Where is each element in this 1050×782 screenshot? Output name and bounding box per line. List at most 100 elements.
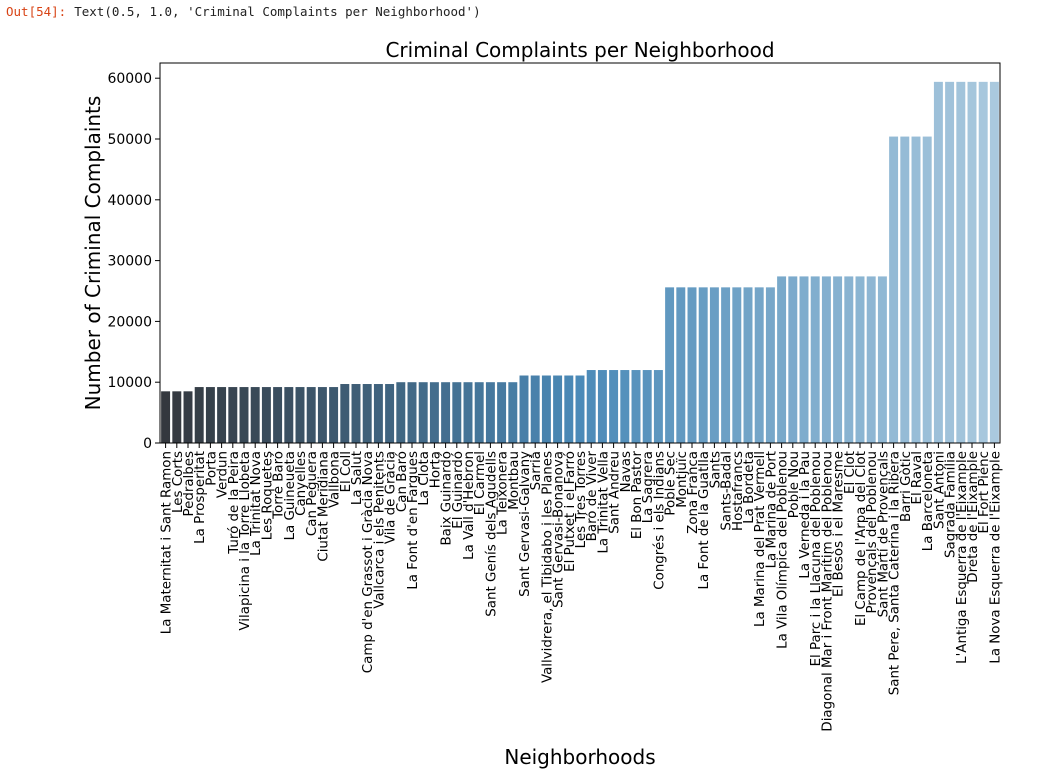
bar bbox=[284, 387, 294, 443]
x-tick-label: El Carmel bbox=[473, 451, 488, 515]
x-tick-label: La Maternitat i Sant Ramon bbox=[160, 451, 175, 634]
x-tick-label: Congrés i els Indians bbox=[651, 451, 667, 590]
x-tick-label: El Clot bbox=[843, 451, 858, 494]
x-tick-label: La Prosperitat bbox=[193, 451, 208, 544]
x-tick-label: Can Baró bbox=[394, 451, 410, 512]
bar bbox=[418, 382, 428, 443]
x-tick-label: Baix Guinardó bbox=[439, 451, 455, 546]
bar bbox=[687, 287, 697, 443]
x-tick-label: Les Roquetes bbox=[260, 451, 275, 540]
x-tick-label: Vallbona bbox=[328, 451, 343, 508]
x-tick-label: El Coll bbox=[339, 451, 354, 492]
bar bbox=[642, 370, 652, 443]
bar bbox=[765, 287, 775, 443]
bar bbox=[676, 287, 686, 443]
output-line: Out[54]: Text(0.5, 1.0, 'Criminal Complai… bbox=[6, 4, 481, 19]
x-tick-label: Sagrada Família bbox=[943, 451, 959, 558]
bar bbox=[631, 370, 641, 443]
x-tick-label: Sant Gervasi-Galvany bbox=[518, 451, 533, 597]
bar bbox=[609, 370, 619, 443]
x-tick-label: Torre Baró bbox=[271, 451, 287, 520]
bar bbox=[306, 387, 316, 443]
bar bbox=[709, 287, 719, 443]
x-tick-label: Sant Andreu bbox=[608, 451, 623, 534]
bar bbox=[743, 287, 753, 443]
y-tick-label: 40000 bbox=[107, 193, 152, 209]
x-tick-label: La Barceloneta bbox=[921, 451, 936, 551]
plot-frame bbox=[159, 62, 1001, 444]
bar bbox=[821, 276, 831, 443]
x-tick-label: Sants-Badal bbox=[720, 451, 735, 531]
bar bbox=[172, 391, 182, 443]
x-tick-label: La Trinitat Vella bbox=[596, 451, 611, 554]
bar bbox=[485, 382, 495, 443]
x-tick-label: Poble Sec bbox=[664, 451, 679, 516]
bar bbox=[900, 136, 910, 443]
bar bbox=[866, 276, 876, 443]
bar bbox=[989, 81, 999, 443]
x-tick-label: La Marina del Prat Vermell bbox=[753, 451, 768, 627]
bar bbox=[217, 387, 227, 443]
x-tick-label: Turó de la Peira bbox=[226, 451, 242, 555]
bar bbox=[317, 387, 327, 443]
x-axis-label: Neighborhoods bbox=[504, 745, 655, 769]
x-tick-label: Vilapicina i la Torre Llobeta bbox=[238, 451, 253, 631]
bar bbox=[541, 375, 551, 443]
x-tick-label: El Putxet i el Farró bbox=[562, 451, 578, 572]
x-tick-label: El Parc i la Llacuna del Poblenou bbox=[809, 451, 824, 666]
bar bbox=[205, 387, 215, 443]
x-tick-label: La Bordeta bbox=[742, 451, 757, 524]
x-tick-label: La Vall d'Hebron bbox=[462, 451, 477, 560]
x-tick-label: Vallcarca i els Penitents bbox=[372, 451, 387, 609]
x-tick-label: La Font de la Guatlla bbox=[697, 451, 712, 589]
x-tick-label: Pedralbes bbox=[182, 451, 197, 517]
x-tick-label: Porta bbox=[204, 451, 219, 486]
y-tick-label: 60000 bbox=[107, 71, 152, 87]
x-tick-label: Sant Martí de Provençals bbox=[875, 451, 891, 617]
x-tick-label: Vallvidrera, el Tibidabo i les Planes bbox=[540, 451, 555, 683]
bar bbox=[519, 375, 529, 443]
bar bbox=[429, 382, 439, 443]
x-tick-label: La Trinitat Nova bbox=[249, 451, 264, 556]
x-tick-label: Sarrià bbox=[528, 451, 544, 490]
x-tick-label: Diagonal Mar i Front Marítim del Pobleno… bbox=[819, 451, 835, 732]
bar bbox=[933, 81, 943, 443]
x-tick-label: El Besòs i el Maresme bbox=[831, 451, 847, 597]
bar bbox=[407, 382, 417, 443]
bar bbox=[721, 287, 731, 443]
bar bbox=[911, 136, 921, 443]
bar bbox=[553, 375, 563, 443]
bar bbox=[788, 276, 798, 443]
x-tick-label: Provençals del Poblenou bbox=[865, 451, 880, 614]
bar bbox=[239, 387, 249, 443]
x-tick-label: Barri Gòtic bbox=[898, 451, 914, 522]
bar bbox=[665, 287, 675, 443]
x-tick-label: Hostafrancs bbox=[731, 451, 746, 531]
bar bbox=[329, 387, 339, 443]
bar bbox=[564, 375, 574, 443]
y-tick-label: 0 bbox=[143, 436, 152, 452]
x-tick-label: Montbau bbox=[507, 451, 522, 510]
bar bbox=[228, 387, 238, 443]
x-tick-label: La Marina de Port bbox=[764, 451, 779, 568]
x-tick-label: El Camp de l'Arpa del Clot bbox=[854, 451, 869, 626]
x-tick-label: Verdun bbox=[216, 451, 231, 498]
x-tick-label: Dreta de l'Eixample bbox=[966, 451, 981, 583]
x-tick-label: La Nova Esquerra de l'Eixample bbox=[988, 451, 1003, 664]
bar bbox=[956, 81, 966, 443]
bar bbox=[810, 276, 820, 443]
x-tick-label: Sant Pere, Santa Caterina i la Ribera bbox=[888, 451, 903, 695]
bar bbox=[295, 387, 305, 443]
x-tick-label: La Clota bbox=[417, 451, 432, 506]
bars-group bbox=[161, 81, 999, 443]
x-tick-label: Horta bbox=[428, 451, 443, 488]
bar bbox=[362, 384, 372, 443]
x-tick-label: El Raval bbox=[910, 451, 925, 505]
bar bbox=[799, 276, 809, 443]
x-tick-label: Sant Gervasi-Bonanova bbox=[552, 451, 567, 608]
y-tick-label: 50000 bbox=[107, 132, 152, 148]
bar bbox=[855, 276, 865, 443]
bar bbox=[754, 287, 764, 443]
bar bbox=[373, 384, 383, 443]
